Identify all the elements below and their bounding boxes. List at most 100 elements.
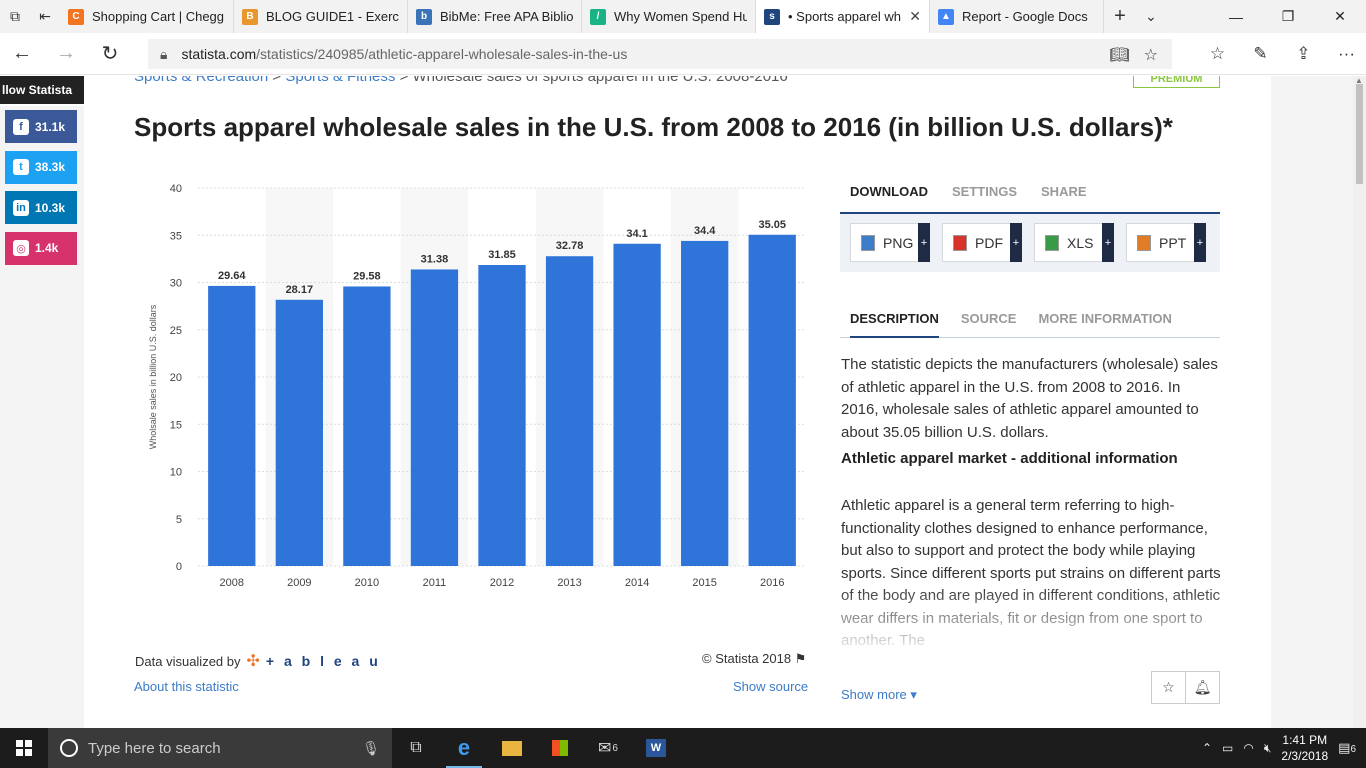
refresh-icon[interactable]: ↻ (101, 43, 119, 65)
bar-2011[interactable] (410, 269, 459, 566)
download-pdf-button[interactable]: PDF + (942, 223, 1022, 262)
star-icon[interactable]: ☆ (1152, 672, 1186, 703)
description-text: The statistic depicts the manufacturers … (841, 356, 1218, 441)
task-view-icon[interactable]: ⧉ (410, 739, 422, 756)
clock-time: 1:41 PM (1282, 733, 1328, 747)
clock-date: 2/3/2018 (1281, 749, 1329, 763)
show-source-link[interactable]: Show source (733, 679, 809, 694)
data-visualized-label: Data visualized by (135, 653, 241, 669)
tab-more-information[interactable]: MORE INFORMATION (1038, 311, 1172, 326)
volume-icon[interactable]: 🔇︎ (1263, 740, 1272, 755)
bar-2010[interactable] (343, 286, 391, 566)
bar-2013[interactable] (545, 256, 594, 566)
download-xls-button[interactable]: XLS + (1034, 223, 1114, 262)
page-title: Sports apparel wholesale sales in the U.… (134, 112, 1173, 142)
favorites-hub-icon[interactable]: ☆ (1209, 44, 1226, 63)
tab-list-chevron-icon[interactable]: ⌄ (1145, 8, 1157, 24)
plus-icon[interactable]: + (1010, 223, 1022, 262)
tab-share[interactable]: SHARE (1041, 184, 1087, 199)
share-icon[interactable]: ⇪ (1296, 44, 1311, 63)
x-tick-label: 2008 (220, 577, 244, 589)
plus-icon[interactable]: + (1102, 223, 1114, 262)
about-statistic-link[interactable]: About this statistic (134, 679, 239, 694)
url-input[interactable]: 🔒︎ statista.com/statistics/240985/athlet… (148, 39, 1172, 69)
tray-chevron-icon[interactable]: ⌃ (1201, 741, 1213, 755)
tab-preview-icon[interactable]: ⇤ (39, 8, 51, 24)
set-aside-tabs-icon[interactable]: ⧉ (10, 8, 20, 24)
web-note-icon[interactable]: ✎ (1253, 44, 1268, 63)
social-count: 10.3k (35, 200, 66, 215)
breadcrumb-item[interactable]: Sports & Recreation (134, 76, 269, 85)
social-facebook-button[interactable]: f 31.1k (5, 110, 77, 143)
show-more-link[interactable]: Show more ▾ (841, 687, 917, 702)
data-visualized-by: Data visualized by ✣ + a b l e a u (135, 651, 381, 671)
data-label: 32.78 (556, 240, 584, 252)
social-twitter-button[interactable]: t 38.3k (5, 150, 77, 184)
download-tabs: DOWNLOAD SETTINGS SHARE (840, 184, 1220, 212)
more-menu-icon[interactable]: ··· (1338, 44, 1355, 63)
tab-description[interactable]: DESCRIPTION (850, 311, 939, 338)
tab-title: BibMe: Free APA Bibliog (440, 9, 573, 24)
download-ppt-button[interactable]: PPT + (1126, 223, 1206, 262)
plus-icon[interactable]: + (1194, 223, 1206, 262)
tab-source[interactable]: SOURCE (960, 311, 1017, 326)
social-linkedin-button[interactable]: in 10.3k (5, 191, 77, 224)
bar-2016[interactable] (748, 234, 796, 566)
new-tab-icon[interactable]: + (1114, 5, 1126, 27)
breadcrumb-item[interactable]: Sports & Fitness (285, 76, 396, 85)
forward-icon[interactable]: → (56, 42, 76, 64)
browser-tab-bar: ⧉ ⇤ C Shopping Cart | Chegg. B BLOG GUIDE1 … (0, 0, 1366, 33)
browser-tab[interactable]: / Why Women Spend Hu (582, 0, 756, 33)
scroll-up-icon[interactable]: ▲ (1355, 76, 1363, 85)
pdf-label: PDF (975, 234, 1003, 251)
social-count: 38.3k (35, 160, 66, 174)
scrollbar-thumb[interactable] (1356, 84, 1363, 184)
page-gutter-right (1271, 76, 1353, 728)
tab-settings[interactable]: SETTINGS (952, 184, 1018, 199)
battery-icon[interactable]: ▭ (1222, 741, 1234, 755)
windows-start-icon[interactable] (0, 728, 48, 768)
file-explorer-icon[interactable] (488, 728, 536, 768)
social-instagram-button[interactable]: ◎ 1.4k (5, 231, 77, 265)
bar-2008[interactable] (208, 285, 256, 566)
download-png-button[interactable]: PNG + (850, 223, 930, 262)
mail-icon[interactable]: ✉ 6 (598, 740, 618, 757)
bar-2009[interactable] (275, 299, 323, 566)
breadcrumb-current: Wholesale sales of sports apparel in the… (412, 76, 788, 85)
tableau-wordmark[interactable]: + a b l e a u (265, 653, 381, 669)
bar-2014[interactable] (613, 243, 661, 566)
bell-icon[interactable]: 🔔︎ (1193, 679, 1212, 695)
taskbar-search-input[interactable]: Type here to search 🎙︎ (48, 728, 392, 768)
data-label: 35.05 (758, 219, 786, 231)
browser-tab[interactable]: B BLOG GUIDE1 - Exercise (234, 0, 408, 33)
bar-2015[interactable] (681, 240, 729, 567)
favorite-star-icon[interactable]: ☆ (1143, 47, 1158, 64)
notifications-icon[interactable]: ▤6 (1338, 740, 1356, 755)
wifi-icon[interactable]: ◠ (1243, 741, 1254, 755)
plus-icon[interactable]: + (918, 223, 930, 262)
word-icon[interactable]: W (632, 728, 680, 768)
browser-tab[interactable]: b BibMe: Free APA Bibliog (408, 0, 582, 33)
scrollbar[interactable]: ▲ (1353, 76, 1366, 728)
reading-view-icon[interactable]: 📖︎ (1109, 47, 1130, 64)
back-icon[interactable]: ← (12, 42, 32, 64)
store-icon[interactable] (536, 728, 584, 768)
xls-file-icon (1045, 234, 1059, 251)
browser-tab[interactable]: ▲ Report - Google Docs (930, 0, 1104, 33)
premium-label: PREMIUM (1150, 76, 1203, 85)
premium-badge[interactable]: PREMIUM (1133, 76, 1220, 88)
bar-2012[interactable] (478, 265, 526, 566)
restore-icon[interactable]: ❐ (1281, 8, 1295, 24)
minimize-icon[interactable]: — (1229, 8, 1243, 25)
flag-icon[interactable]: ⚑ (794, 651, 807, 666)
close-tab-icon[interactable]: ✕ (909, 8, 921, 24)
browser-tab[interactable]: s • Sports apparel wh ✕ (756, 0, 930, 33)
clock[interactable]: 1:41 PM 2/3/2018 (1281, 732, 1328, 764)
tab-download[interactable]: DOWNLOAD (850, 184, 928, 199)
close-window-icon[interactable]: ✕ (1334, 8, 1346, 24)
microphone-icon[interactable]: 🎙︎ (362, 739, 380, 756)
edge-icon[interactable]: e (440, 728, 488, 768)
notif-count: 6 (1350, 744, 1356, 755)
tableau-logo-icon[interactable]: ✣ (246, 653, 260, 670)
browser-tab[interactable]: C Shopping Cart | Chegg. (60, 0, 234, 33)
